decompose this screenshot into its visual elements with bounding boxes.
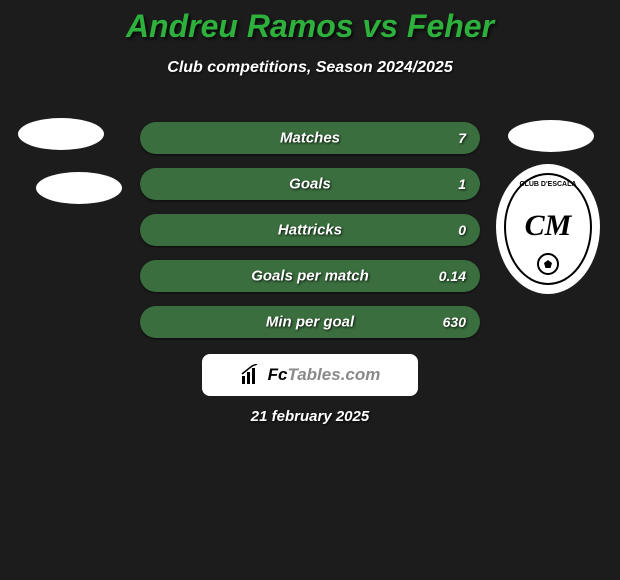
stat-row-label: Matches bbox=[280, 130, 340, 147]
ellipse-shape bbox=[508, 120, 594, 152]
stat-row: Min per goal 630 bbox=[140, 306, 480, 338]
shield-icon: CLUB D'ESCALA CM bbox=[496, 164, 600, 294]
stat-row-value: 0 bbox=[458, 222, 466, 238]
stat-row-value: 0.14 bbox=[439, 268, 466, 284]
stat-row-value: 7 bbox=[458, 130, 466, 146]
date-label: 21 february 2025 bbox=[251, 408, 369, 425]
badge-monogram: CM bbox=[506, 209, 590, 243]
stat-row: Matches 7 bbox=[140, 122, 480, 154]
stat-row-label: Goals per match bbox=[251, 268, 369, 285]
fctables-logo: FcTables.com bbox=[202, 354, 418, 396]
stat-row: Goals per match 0.14 bbox=[140, 260, 480, 292]
ellipse-shape bbox=[18, 118, 104, 150]
stat-row-label: Goals bbox=[289, 176, 331, 193]
left-team-badge bbox=[18, 118, 122, 204]
subtitle: Club competitions, Season 2024/2025 bbox=[0, 59, 620, 77]
stat-row-label: Hattricks bbox=[278, 222, 342, 239]
page-title: Andreu Ramos vs Feher bbox=[0, 0, 620, 45]
stat-row: Goals 1 bbox=[140, 168, 480, 200]
right-team-badge: CLUB D'ESCALA CM bbox=[496, 120, 606, 320]
stat-row-label: Min per goal bbox=[266, 314, 354, 331]
soccer-ball-icon bbox=[537, 253, 559, 275]
logo-text: FcTables.com bbox=[268, 365, 381, 385]
bar-chart-icon bbox=[240, 364, 262, 386]
stats-rows: Matches 7 Goals 1 Hattricks 0 Goals per match 0… bbox=[140, 122, 480, 352]
stat-row-value: 630 bbox=[443, 314, 466, 330]
stat-row: Hattricks 0 bbox=[140, 214, 480, 246]
stat-row-value: 1 bbox=[458, 176, 466, 192]
ellipse-shape bbox=[36, 172, 122, 204]
badge-text: CLUB D'ESCALA bbox=[506, 181, 590, 188]
